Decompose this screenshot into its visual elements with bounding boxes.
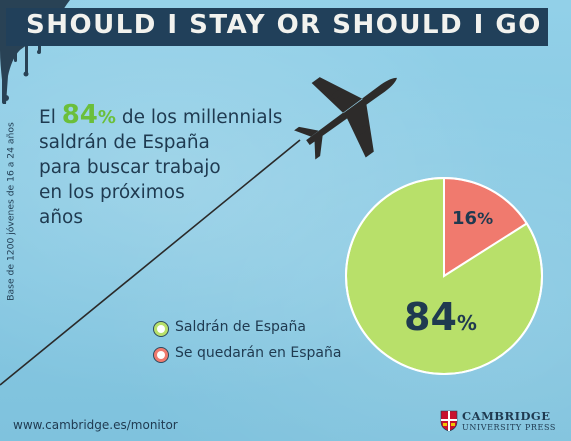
side-note: Base de 1200 jóvenes de 16 a 24 años	[3, 110, 21, 320]
headline: El 84% de los millennials saldrán de Esp…	[39, 100, 339, 230]
logo-line-2: UNIVERSITY PRESS	[462, 423, 557, 432]
footer-url[interactable]: www.cambridge.es/monitor	[13, 418, 178, 432]
title-bar	[6, 8, 548, 46]
headline-percent-sign: %	[97, 107, 116, 128]
legend-swatch-red	[153, 347, 169, 363]
pie-chart: 84% 16%	[345, 176, 543, 375]
pie-label-saldran: 84%	[404, 295, 477, 339]
legend-label: Se quedarán en España	[175, 345, 342, 361]
side-note-text: Base de 1200 jóvenes de 16 a 24 años	[5, 122, 17, 301]
logo-line-1: CAMBRIDGE	[462, 409, 551, 423]
legend-swatch-green	[153, 321, 169, 337]
headline-line-3: para buscar trabajo	[39, 157, 221, 178]
headline-line-5: años	[39, 207, 84, 228]
headline-lead: El	[39, 107, 62, 128]
pie-label-quedaran: 16%	[452, 208, 493, 229]
headline-line-4: en los próximos	[39, 182, 185, 203]
airplane-icon	[294, 77, 397, 160]
cambridge-shield-icon	[440, 410, 458, 432]
headline-line-2: saldrán de España	[39, 132, 210, 153]
headline-percent-number: 84	[61, 100, 98, 130]
cambridge-logo: CAMBRIDGE UNIVERSITY PRESS	[440, 408, 566, 438]
legend-item-quedaran: Se quedarán en España	[153, 344, 383, 368]
headline-rest: de los millennials	[115, 107, 283, 128]
page-title: SHOULD I STAY OR SHOULD I GO	[26, 10, 542, 40]
headline-line-1: El 84% de los millennials	[39, 100, 339, 130]
legend-label: Saldrán de España	[175, 319, 306, 335]
chart-legend: Saldrán de España Se quedarán en España	[153, 318, 383, 370]
contrail-line	[0, 139, 301, 386]
legend-item-saldran: Saldrán de España	[153, 318, 383, 342]
pie-outline	[345, 177, 543, 375]
